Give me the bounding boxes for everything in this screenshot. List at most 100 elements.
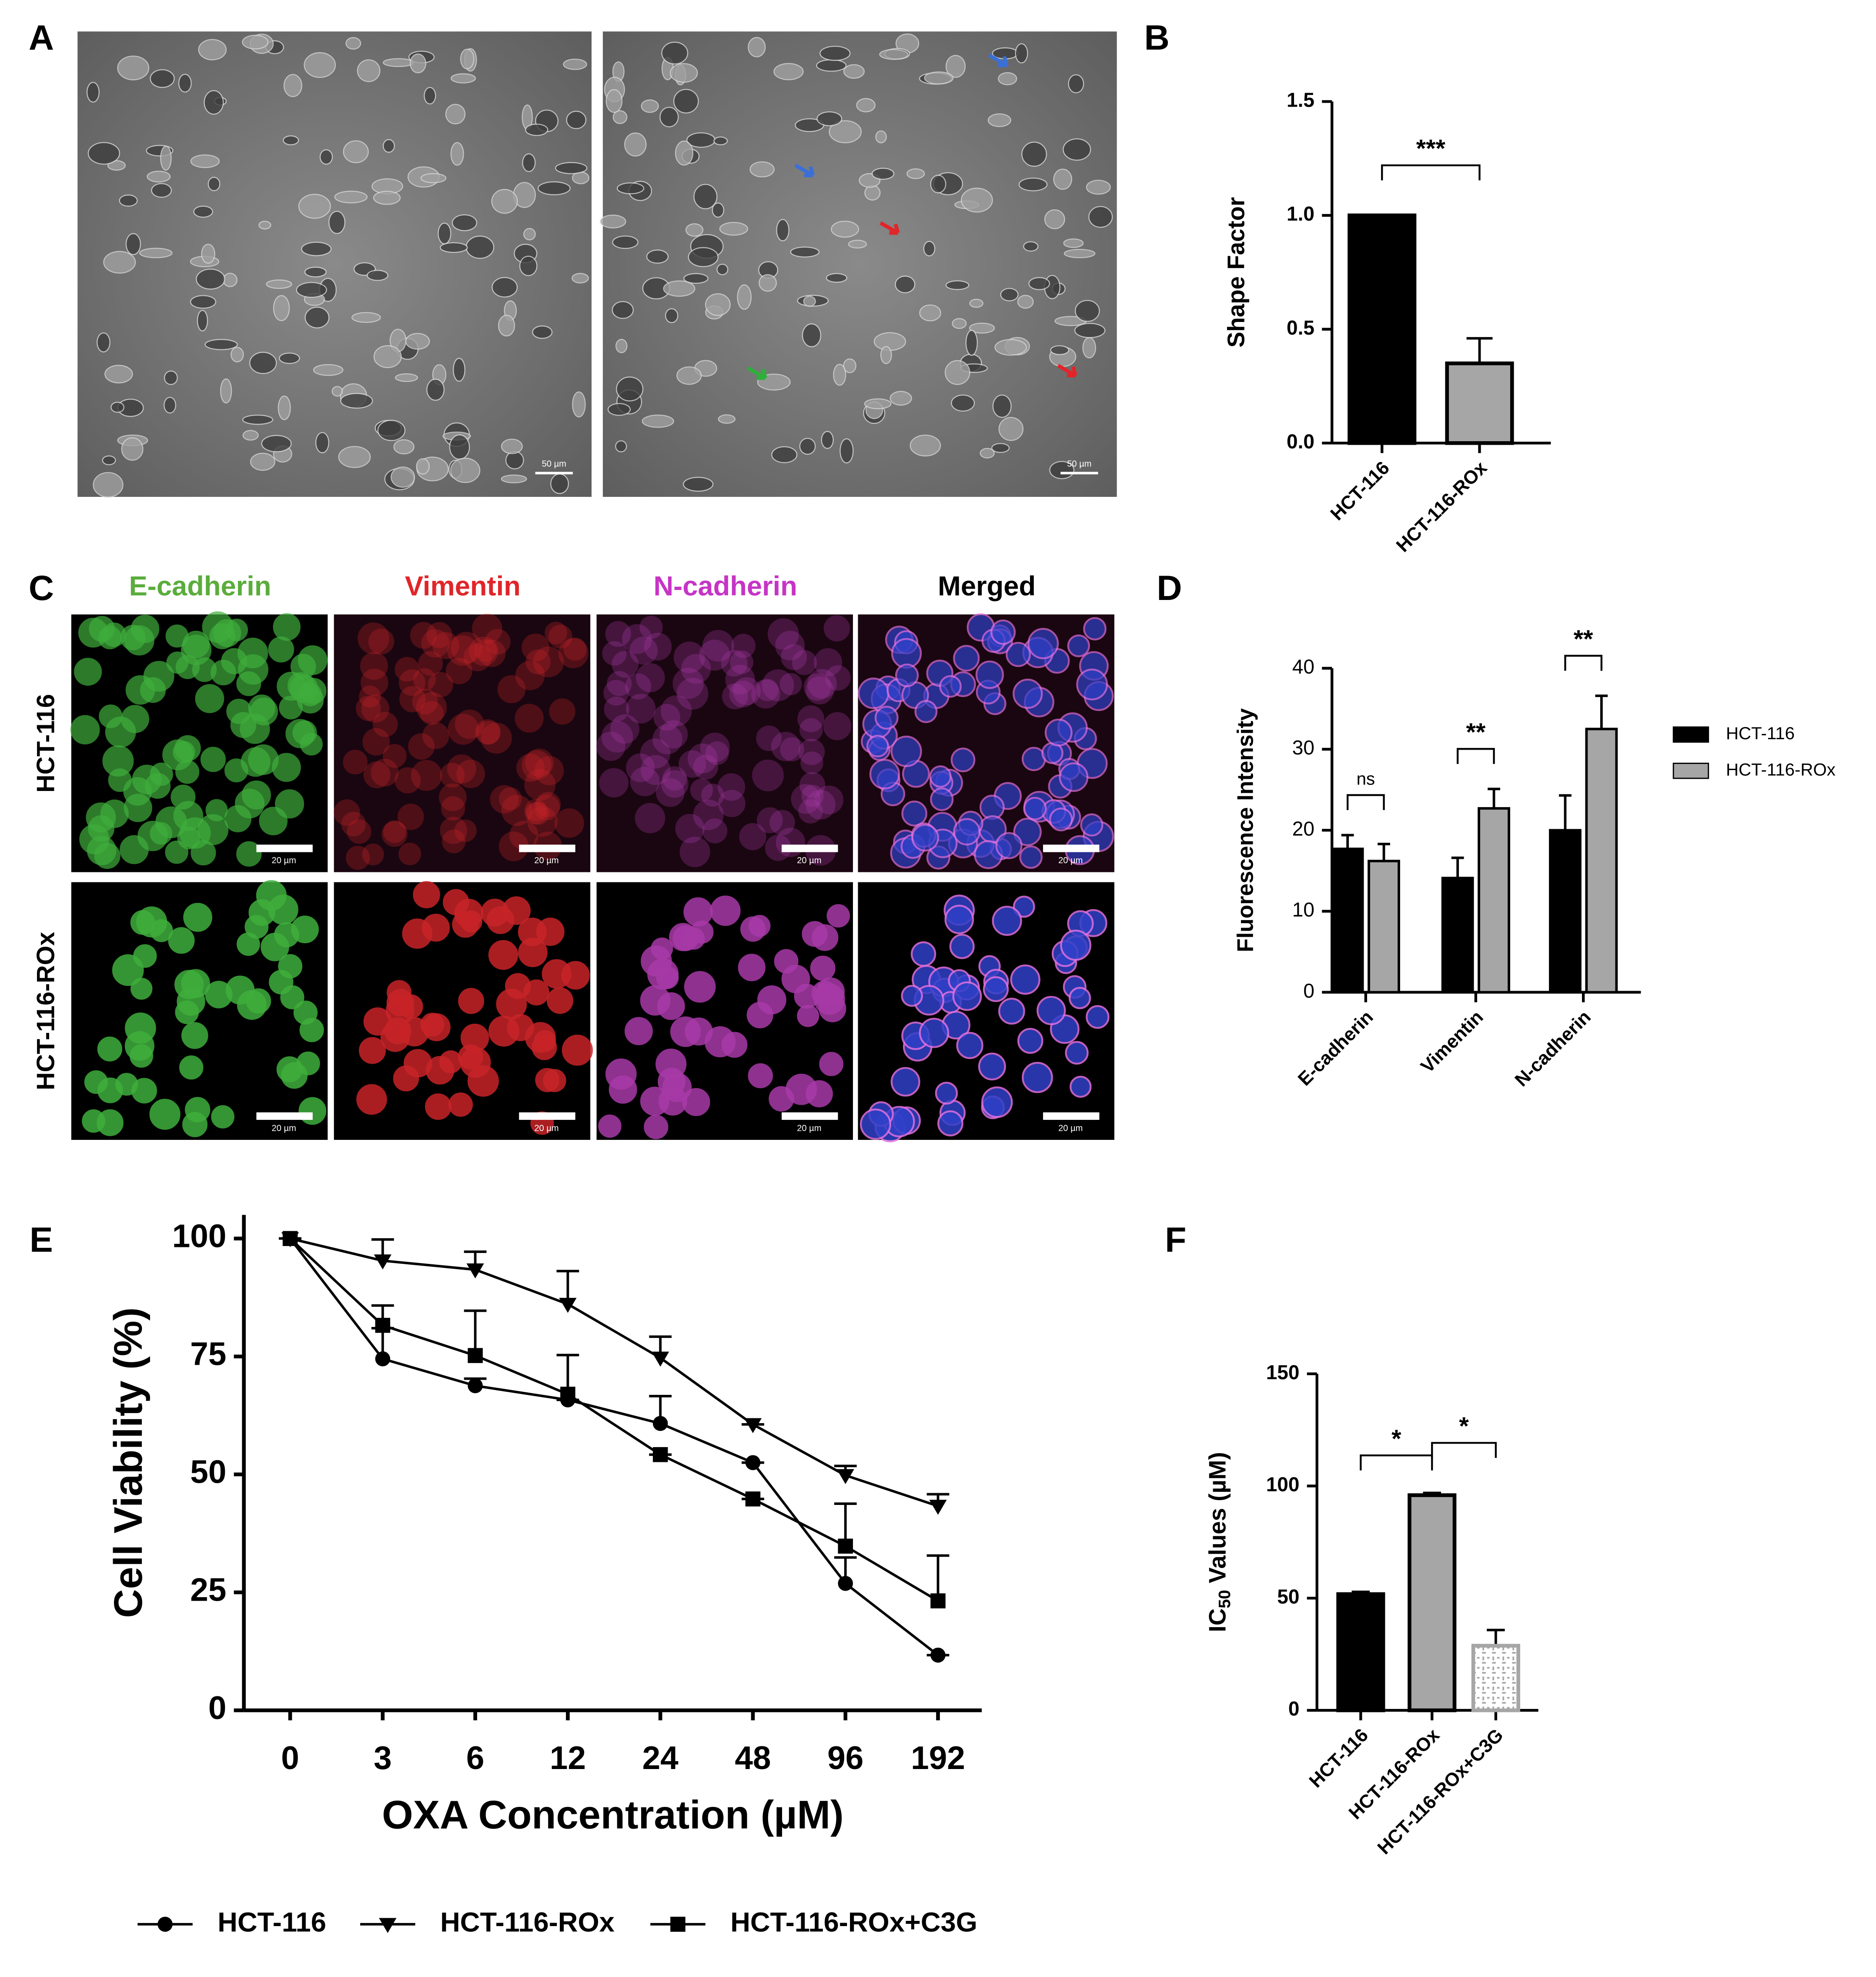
cell: [673, 641, 706, 673]
cell: [420, 173, 447, 184]
cell: [382, 139, 395, 153]
y-axis-label-text: Fluorescence Intensity: [1232, 708, 1257, 952]
cell: [110, 402, 125, 413]
cell: [825, 665, 851, 691]
fluorescence-image: 20 µm: [596, 614, 853, 872]
arrow: [988, 54, 1009, 67]
cell: [991, 443, 1010, 453]
cell: [547, 987, 573, 1014]
cell: [952, 981, 982, 1011]
cell: [168, 927, 195, 954]
cell: [440, 763, 465, 788]
cell: [490, 785, 518, 814]
cell: [641, 99, 659, 113]
cell: [425, 1093, 451, 1120]
cell: [1074, 323, 1106, 338]
cell: [1018, 178, 1048, 191]
cell: [501, 794, 533, 826]
cell: [776, 219, 789, 241]
cell: [1076, 668, 1108, 700]
cell: [719, 222, 748, 236]
chart: 0 10 20 30 40 Fluorescence Intensity E-cadheri…: [1232, 625, 1836, 1091]
cell: [929, 765, 952, 788]
cell: [978, 1052, 1006, 1081]
cell: [478, 640, 506, 667]
cell: [757, 985, 786, 1015]
x-tick-label: 0: [281, 1739, 299, 1776]
cell: [443, 889, 469, 915]
cell: [377, 419, 406, 441]
cell: [197, 814, 229, 845]
cell: [130, 978, 153, 1000]
cell: [712, 202, 725, 218]
cell: [445, 104, 466, 124]
cell: [498, 315, 515, 337]
cell: [919, 1018, 950, 1048]
cell: [871, 168, 895, 180]
cell: [522, 750, 552, 780]
cell: [197, 310, 208, 332]
marker: [466, 1263, 484, 1279]
marker: [670, 1917, 686, 1932]
cell: [97, 332, 110, 352]
cell: [421, 914, 450, 942]
cell: [100, 799, 129, 828]
cell: [998, 417, 1024, 441]
cell: [636, 663, 665, 692]
cell: [992, 394, 1012, 418]
cell: [524, 769, 556, 801]
cell: [819, 1052, 843, 1076]
cell: [780, 737, 804, 761]
cell: [334, 191, 368, 204]
cell: [230, 712, 257, 738]
cell: [950, 747, 976, 772]
cell: [475, 719, 501, 745]
y-tick-label: 1.0: [1287, 202, 1314, 225]
cell: [891, 638, 922, 669]
error-bar: [1466, 337, 1493, 364]
cell: [416, 458, 430, 475]
cell: [951, 394, 975, 412]
cell: [748, 37, 766, 57]
cell: [626, 694, 656, 724]
cell: [299, 1018, 324, 1042]
y-axis-label-subscript: 50: [1215, 1590, 1234, 1608]
cell: [236, 841, 262, 867]
cell: [343, 750, 368, 774]
cell: [555, 162, 588, 174]
marker: [745, 1491, 761, 1507]
scale-bar-label: 50 µm: [542, 459, 566, 469]
marker: [652, 1447, 668, 1462]
bar: [1471, 1644, 1520, 1712]
cell: [440, 817, 467, 844]
cell: [945, 55, 966, 78]
cell: [792, 650, 817, 675]
y-tick-label: 150: [1266, 1361, 1300, 1384]
cell: [679, 837, 710, 868]
cell: [343, 140, 369, 164]
cell: [693, 184, 718, 209]
cell: [361, 668, 388, 697]
cell: [525, 802, 547, 824]
cell: [193, 205, 213, 218]
marker: [375, 1317, 391, 1333]
cell: [700, 732, 730, 763]
cell: [147, 171, 171, 183]
cell: [953, 645, 980, 672]
cell: [969, 298, 983, 308]
cell: [669, 63, 698, 83]
cell: [701, 784, 724, 807]
cell: [422, 1013, 451, 1042]
x-tick-label: Vimentin: [1417, 1007, 1487, 1077]
cell: [890, 1067, 920, 1097]
cell: [70, 715, 100, 745]
cell: [368, 628, 395, 655]
cell: [919, 304, 941, 322]
cell: [1083, 617, 1107, 640]
cell: [460, 910, 482, 933]
cell: [164, 397, 177, 414]
cell: [683, 273, 709, 284]
cell: [178, 74, 192, 93]
stain-header: Vimentin: [405, 571, 521, 602]
